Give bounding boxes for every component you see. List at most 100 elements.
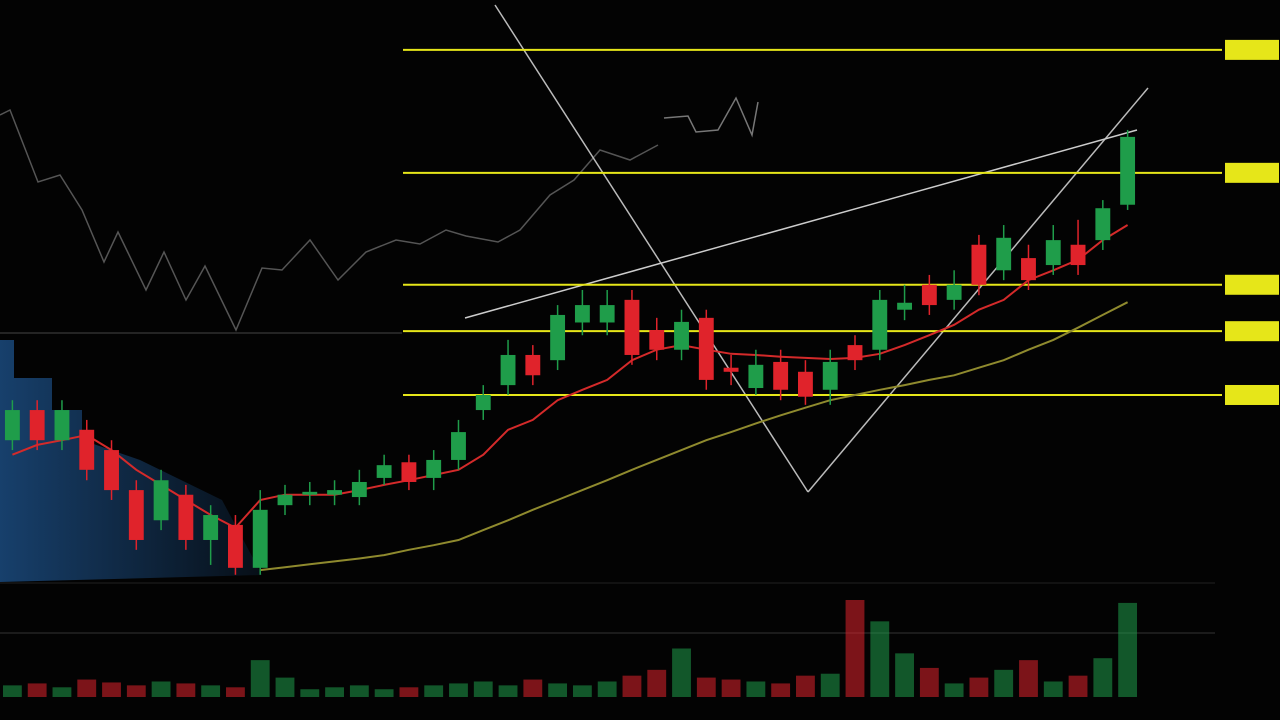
volume-bar <box>1043 681 1063 697</box>
level-tag <box>1225 384 1279 405</box>
volume-bar <box>845 600 865 697</box>
volume-bar <box>52 687 72 697</box>
moving-average <box>260 301 1129 572</box>
moving-average <box>12 224 1129 530</box>
candle-body <box>1021 258 1036 281</box>
candle-body <box>847 345 863 361</box>
candle-body <box>674 321 689 350</box>
candle-body <box>277 494 293 506</box>
background-line <box>663 96 759 138</box>
candle-body <box>500 354 516 386</box>
background-line <box>0 108 659 332</box>
volume-bar <box>226 687 245 697</box>
candle-body <box>327 490 342 495</box>
candle-body <box>599 305 615 323</box>
volume-bar <box>498 685 518 697</box>
volume-bar <box>201 685 221 697</box>
candle-body <box>203 515 219 540</box>
candle-body <box>971 244 987 285</box>
trend-line <box>494 4 809 493</box>
volume-bar <box>424 685 444 697</box>
volume-bar <box>771 683 791 697</box>
candle-body <box>1070 244 1086 266</box>
candle-body <box>228 524 243 568</box>
candle-body <box>401 462 417 482</box>
candle-body <box>748 364 764 389</box>
volume-bar <box>672 648 691 697</box>
volume-bar <box>870 621 890 697</box>
candle-body <box>252 509 268 568</box>
volume-bar <box>622 675 642 697</box>
level-tag <box>1225 274 1279 295</box>
volume-bar <box>548 683 568 697</box>
candle-body <box>550 314 566 361</box>
candle-body <box>54 410 70 441</box>
volume-bar <box>102 682 121 697</box>
candle-body <box>872 299 888 350</box>
volume-bar <box>176 683 196 697</box>
trend-line <box>807 87 1149 493</box>
candle-body <box>574 305 590 323</box>
candle-body <box>178 494 194 540</box>
volume-bar <box>325 687 344 697</box>
candle-body <box>946 284 962 300</box>
volume-bar <box>647 669 667 697</box>
candle-body <box>773 361 789 390</box>
candle-body <box>525 354 541 376</box>
candle-body <box>426 459 442 478</box>
candle-body <box>996 237 1012 271</box>
volume-bar <box>449 683 468 697</box>
candle-body <box>798 371 813 397</box>
candle-body <box>128 490 144 540</box>
volume-bar <box>473 681 493 697</box>
candle-body <box>698 317 714 380</box>
candle-body <box>723 367 739 372</box>
volume-bar <box>994 669 1014 697</box>
candle-body <box>351 481 367 498</box>
candle-body <box>897 302 912 310</box>
candle-body <box>29 410 45 441</box>
volume-bar <box>523 679 543 697</box>
volume-bar <box>1093 658 1113 697</box>
volume-bar <box>796 675 815 697</box>
candle-body <box>4 410 20 441</box>
candle-body <box>1045 240 1061 266</box>
shaded-area <box>0 340 262 582</box>
candle-body <box>451 432 466 460</box>
candles <box>4 129 1136 575</box>
volume-bar <box>746 681 766 697</box>
volume-bar <box>721 679 741 697</box>
level-tag <box>1225 39 1279 60</box>
candle-body <box>921 284 937 306</box>
candle-body <box>1120 136 1136 205</box>
volume-bar <box>919 667 939 697</box>
volume-bar <box>2 685 22 697</box>
volume-bar <box>1068 675 1088 697</box>
volume-bar <box>572 685 592 697</box>
volume-bar <box>374 689 394 697</box>
candle-body <box>822 361 838 390</box>
volume-bar <box>895 653 914 697</box>
level-tag <box>1225 162 1279 183</box>
volume-bar <box>151 681 171 697</box>
volume-bar <box>1118 602 1138 697</box>
overlays <box>12 224 1129 572</box>
volume-bar <box>399 687 419 697</box>
volume-bar <box>77 679 97 697</box>
candle-body <box>302 491 318 495</box>
candle-body <box>475 394 491 411</box>
volume-bar <box>300 689 320 697</box>
level-tag <box>1225 321 1279 342</box>
candle-body <box>79 429 95 470</box>
volume-bar <box>969 677 989 697</box>
volume-bar <box>275 677 295 697</box>
candle-body <box>376 465 392 478</box>
trend-line <box>464 129 1138 319</box>
volume-bar <box>597 681 617 697</box>
volume-bar <box>126 685 146 697</box>
candle-body <box>153 480 169 521</box>
volume-bar <box>944 683 964 697</box>
volume-panel <box>2 600 1138 697</box>
